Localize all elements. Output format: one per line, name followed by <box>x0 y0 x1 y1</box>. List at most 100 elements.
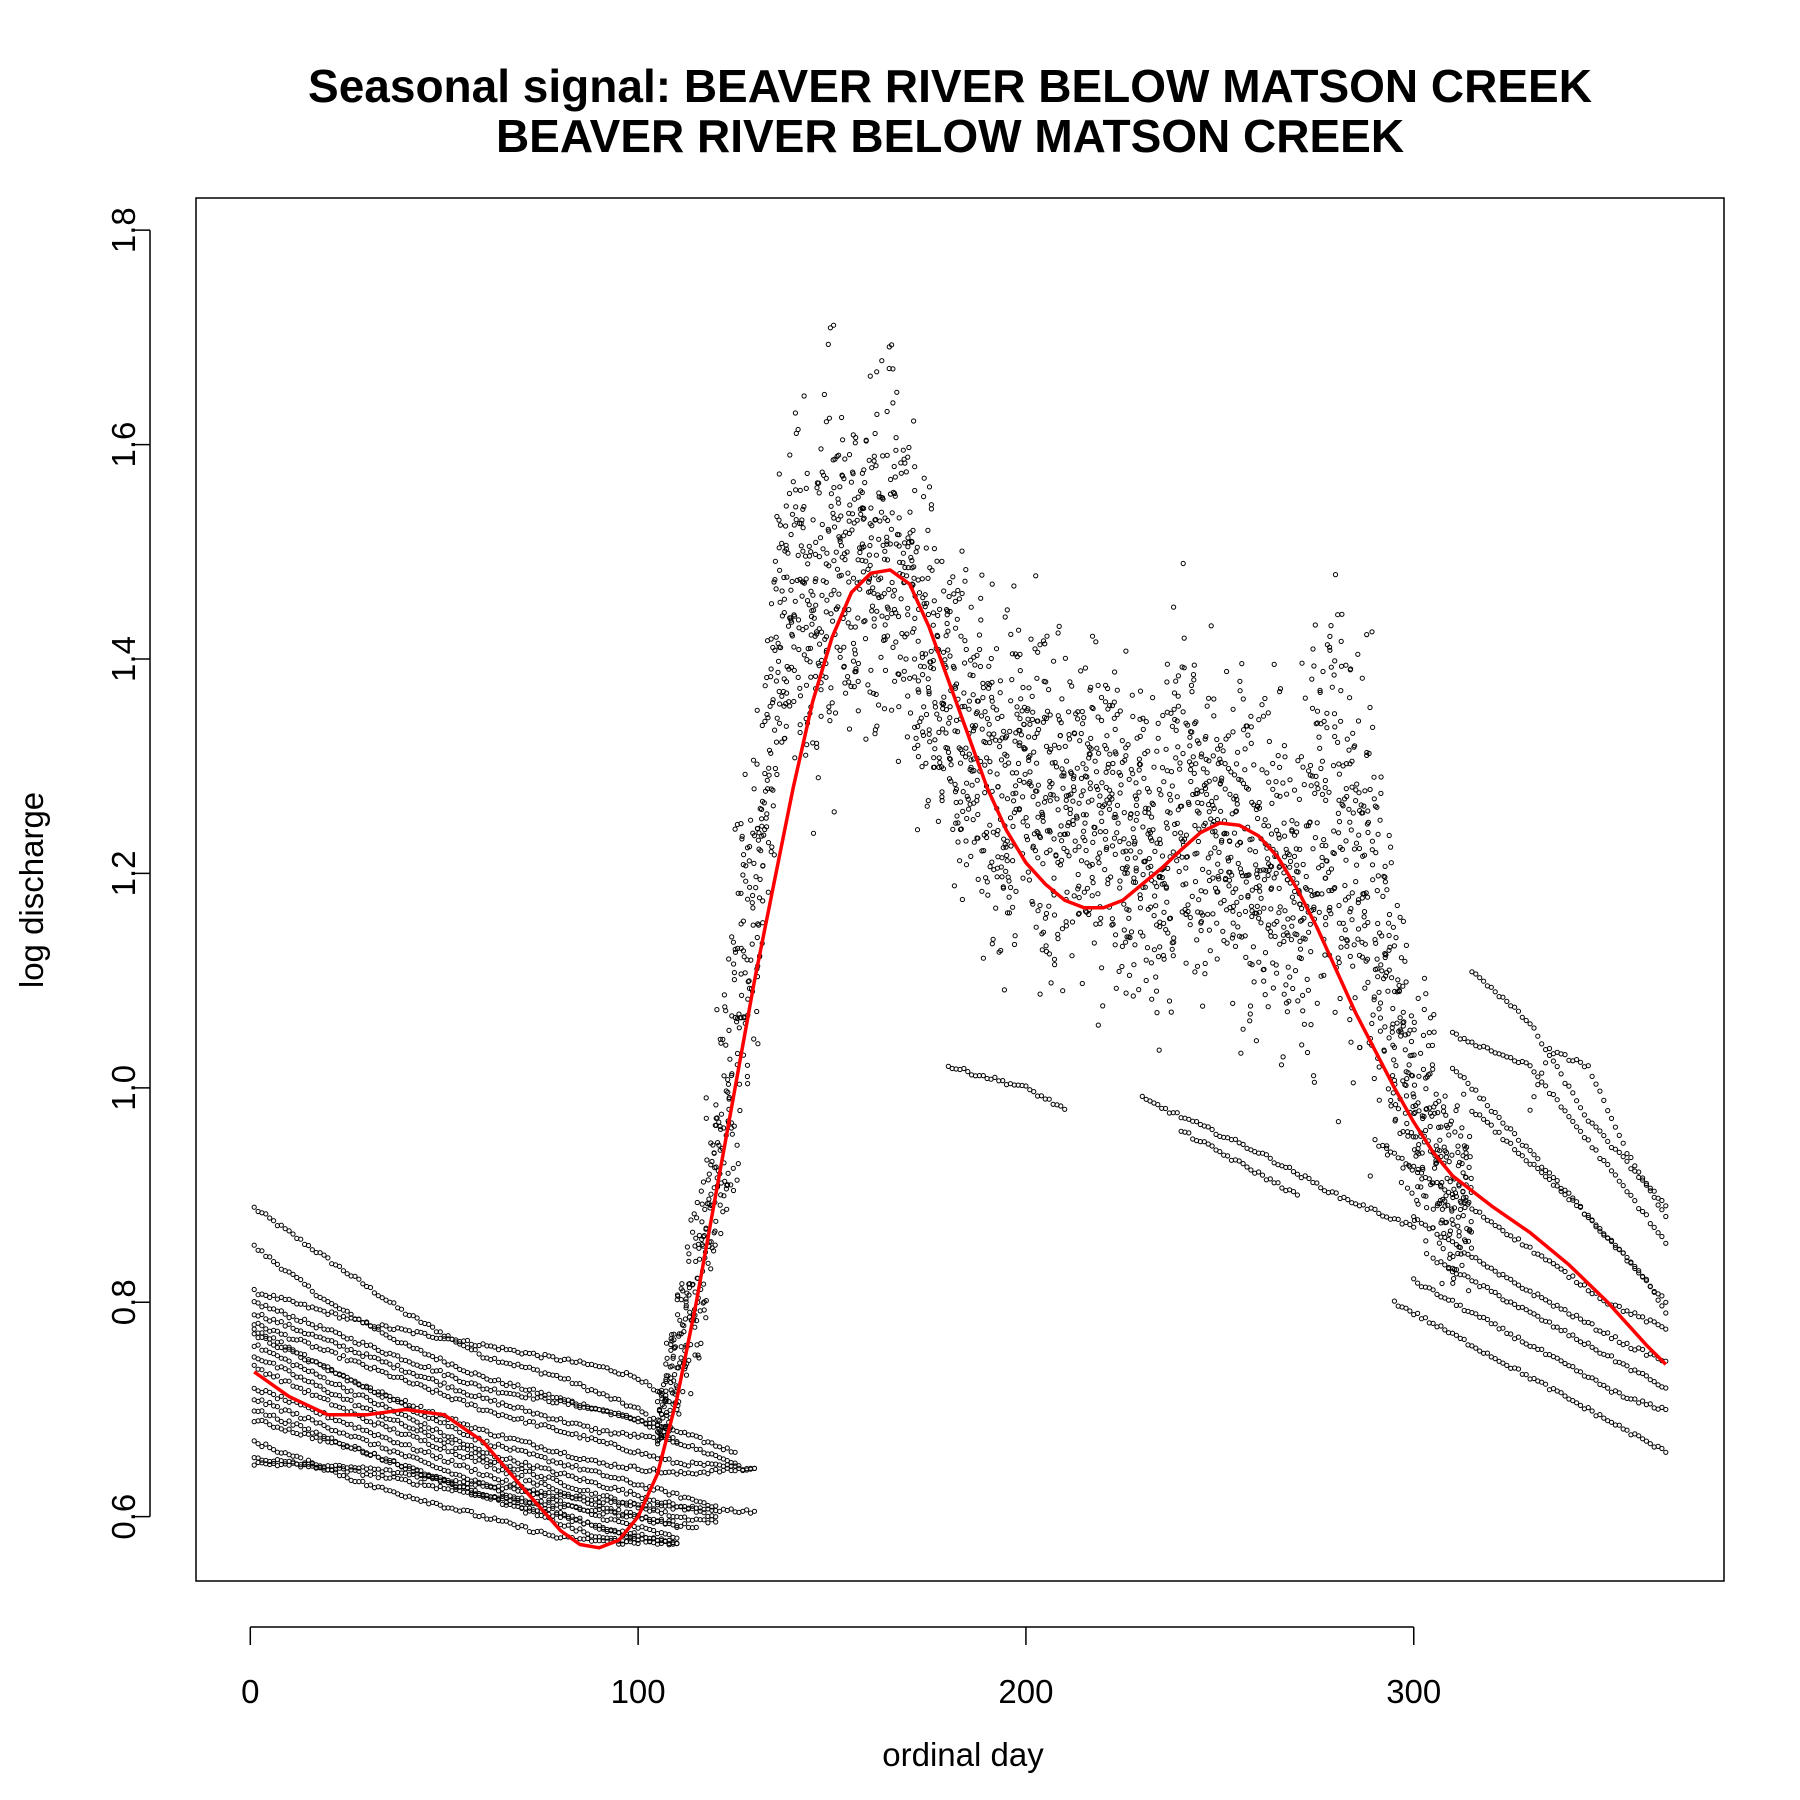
data-point <box>830 618 836 624</box>
data-point <box>846 579 852 585</box>
data-point <box>1210 753 1216 759</box>
data-point <box>1243 879 1249 885</box>
data-point <box>942 657 948 663</box>
data-point <box>1519 1153 1525 1159</box>
data-point <box>858 511 864 517</box>
data-point <box>484 1457 490 1463</box>
data-point <box>526 1408 533 1414</box>
data-point <box>445 1459 451 1465</box>
data-point <box>1248 1167 1254 1173</box>
data-point <box>1210 911 1216 917</box>
data-point <box>1577 1402 1584 1409</box>
data-point <box>705 1471 711 1477</box>
data-point <box>1035 782 1042 788</box>
data-point <box>999 855 1005 861</box>
data-point <box>1096 750 1102 756</box>
data-point <box>769 844 775 850</box>
data-point <box>962 638 968 644</box>
data-point <box>1527 1021 1533 1027</box>
data-point <box>1492 1268 1498 1274</box>
data-point <box>1097 850 1103 856</box>
data-point <box>1220 748 1226 754</box>
data-point <box>783 723 789 729</box>
data-point <box>1209 1143 1215 1149</box>
data-point <box>406 1343 412 1349</box>
data-point <box>818 713 824 719</box>
data-point <box>995 715 1001 722</box>
data-point <box>813 602 819 608</box>
data-point <box>670 1501 676 1507</box>
data-point <box>643 1486 649 1492</box>
data-point <box>680 1389 686 1395</box>
data-point <box>1226 877 1233 883</box>
data-point <box>523 1395 529 1401</box>
data-point <box>755 1041 761 1047</box>
data-point <box>674 1471 680 1477</box>
data-point <box>998 757 1005 763</box>
data-point <box>1046 903 1052 909</box>
data-point <box>1258 895 1264 901</box>
data-point <box>783 679 790 685</box>
data-point <box>1597 1412 1603 1418</box>
data-point <box>1090 705 1096 712</box>
data-point <box>639 1418 645 1424</box>
data-point <box>818 446 824 452</box>
data-point <box>422 1384 428 1390</box>
data-point <box>694 1318 700 1324</box>
data-point <box>616 1396 622 1402</box>
data-point <box>1000 845 1006 851</box>
data-point <box>1059 696 1065 702</box>
data-point <box>1008 843 1014 849</box>
data-point <box>1204 791 1210 798</box>
data-point <box>1411 1276 1417 1282</box>
data-point <box>526 1392 533 1398</box>
data-point <box>1203 889 1209 895</box>
data-point <box>1153 974 1159 980</box>
data-point <box>1500 1228 1506 1234</box>
data-point <box>912 656 918 662</box>
data-point <box>663 1340 670 1346</box>
data-point <box>600 1460 606 1466</box>
data-point <box>810 517 816 523</box>
data-point <box>1028 636 1034 642</box>
data-point <box>274 1404 280 1410</box>
data-point <box>1473 1279 1479 1285</box>
data-point <box>1047 712 1053 718</box>
data-point <box>1515 1282 1522 1288</box>
data-point <box>1449 1065 1456 1072</box>
data-point <box>662 1488 668 1495</box>
data-point <box>639 1531 645 1537</box>
data-point <box>305 1283 312 1289</box>
data-point <box>1078 668 1084 674</box>
data-point <box>356 1276 362 1282</box>
data-point <box>282 1332 288 1338</box>
data-point <box>720 1209 726 1215</box>
data-point <box>356 1381 362 1387</box>
data-point <box>577 1526 583 1532</box>
data-point <box>437 1367 443 1374</box>
data-point <box>747 884 753 890</box>
data-point <box>797 685 803 691</box>
data-point <box>340 1353 346 1359</box>
data-point <box>1066 853 1072 859</box>
data-point <box>1098 694 1105 701</box>
data-point <box>1121 901 1127 907</box>
data-point <box>523 1459 529 1465</box>
data-point <box>1496 1114 1502 1121</box>
data-point <box>946 720 952 726</box>
data-point <box>768 636 774 642</box>
data-point <box>286 1418 292 1424</box>
data-point <box>592 1425 599 1432</box>
data-point <box>282 1366 288 1372</box>
data-point <box>1035 814 1041 820</box>
data-point <box>1095 1022 1101 1028</box>
data-point <box>810 592 816 598</box>
data-point <box>1238 894 1244 901</box>
data-point <box>581 1529 587 1535</box>
data-point <box>1663 1385 1669 1391</box>
data-point <box>1140 872 1146 878</box>
data-point <box>1484 1103 1491 1109</box>
data-point <box>313 1434 319 1440</box>
data-point <box>738 921 744 927</box>
data-point <box>530 1465 537 1471</box>
